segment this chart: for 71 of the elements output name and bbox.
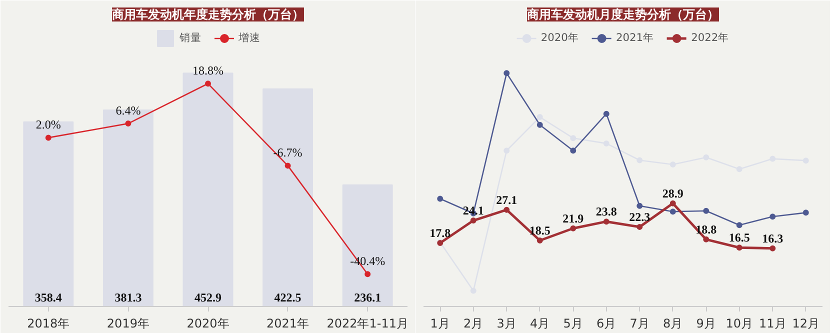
data-label: 16.3 [762, 231, 784, 246]
bar [23, 121, 74, 306]
data-label: 236.1 [354, 290, 382, 304]
point [703, 236, 710, 242]
point [504, 70, 510, 76]
data-label: 16.5 [728, 230, 750, 245]
x-tick-label: 9月 [696, 316, 716, 330]
point [636, 224, 643, 230]
point [802, 210, 809, 216]
point [205, 80, 211, 87]
legend-label: 2021年 [616, 31, 654, 45]
point [636, 202, 643, 209]
point [536, 114, 543, 120]
x-tick-label: 10月 [726, 316, 754, 330]
point [670, 208, 676, 215]
point [603, 110, 610, 117]
x-tick-label: 7月 [630, 316, 650, 330]
x-tick-label: 2021年 [266, 316, 310, 330]
x-tick-label: 8月 [663, 316, 683, 330]
point [364, 271, 371, 278]
data-label: 28.9 [662, 186, 684, 200]
data-label: 358.4 [34, 290, 62, 304]
point [125, 120, 132, 127]
point [770, 214, 776, 220]
point [536, 238, 543, 244]
bar [262, 88, 314, 306]
point [45, 134, 52, 141]
legend-label: 2020年 [540, 31, 579, 45]
x-tick-label: 2018年 [27, 316, 70, 330]
x-tick-label: 3月 [496, 316, 516, 330]
x-tick-label: 2020年 [186, 316, 230, 330]
x-tick-label: 1月 [430, 316, 450, 330]
data-label: 422.5 [274, 290, 302, 304]
point [570, 225, 576, 232]
data-label: 21.9 [562, 211, 584, 226]
data-label: 27.1 [496, 192, 518, 207]
data-label: 23.8 [596, 204, 617, 219]
point [437, 196, 444, 202]
legend-label: 销量 [180, 31, 202, 45]
point [470, 218, 476, 224]
data-label: 452.9 [194, 290, 222, 304]
point [284, 162, 291, 169]
chart-title: 商用车发动机月度走势分析（万台） [526, 8, 719, 22]
point [670, 200, 676, 206]
x-tick-label: 5月 [563, 316, 583, 330]
data-label: 381.3 [114, 290, 142, 304]
point [736, 244, 742, 251]
data-label: 2.0% [36, 118, 61, 132]
point [703, 208, 710, 214]
point [536, 122, 543, 128]
point [603, 218, 610, 225]
legend-label: 增速 [238, 31, 260, 45]
x-tick-label: 2019年 [106, 316, 150, 330]
x-tick-label: 2月 [464, 316, 484, 330]
x-tick-label: 12月 [792, 316, 820, 330]
data-label: 18.8% [192, 64, 224, 78]
point [770, 245, 776, 252]
data-label: 22.3 [629, 210, 650, 224]
chart-title: 商用车发动机年度走势分析（万台） [111, 8, 304, 22]
point [504, 206, 510, 213]
bar [342, 184, 393, 306]
x-tick-label: 2022年1-11月 [326, 316, 408, 330]
x-tick-label: 4月 [530, 316, 550, 330]
point [570, 148, 576, 154]
x-tick-label: 6月 [596, 316, 616, 330]
data-label: 6.4% [116, 104, 141, 118]
point [736, 222, 742, 228]
x-tick-label: 11月 [758, 316, 786, 330]
data-label: 18.5 [529, 223, 550, 238]
data-label: 17.8 [430, 226, 451, 240]
legend-label: 2022年 [691, 31, 730, 45]
